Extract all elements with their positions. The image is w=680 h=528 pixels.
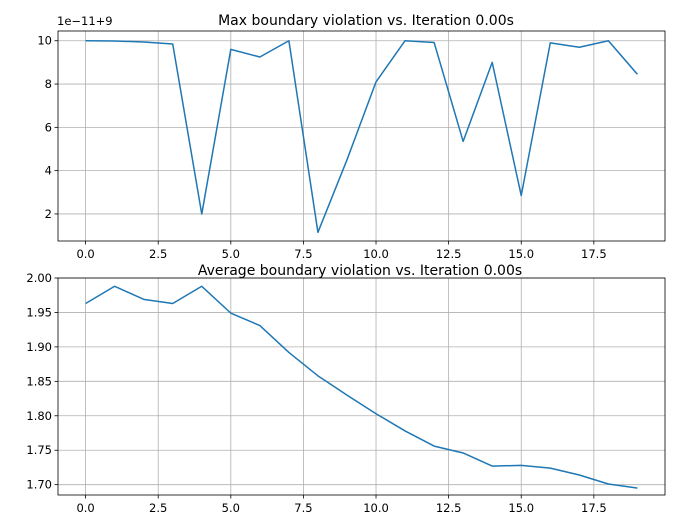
average-violation-y-tick-label: 2.00: [26, 271, 52, 285]
y-offset-label: 1e−11+9: [57, 14, 113, 28]
average-violation-x-tick-label: 5.0: [222, 501, 240, 515]
average-violation-x-tick-label: 0.0: [76, 501, 94, 515]
max-violation-y-tick-label: 10: [37, 34, 52, 48]
average-violation-axes-frame: [57, 277, 666, 496]
average-violation-grid: [58, 277, 665, 495]
average-violation-x-tick-label: 15.0: [508, 501, 534, 515]
average-violation-x-tick-label: 7.5: [294, 501, 312, 515]
average-violation-y-tick-label: 1.75: [26, 443, 52, 457]
max-violation-x-tick-label: 17.5: [581, 247, 607, 261]
max-violation-x-tick-label: 12.5: [436, 247, 462, 261]
max-violation-x-tick-label: 0.0: [76, 247, 94, 261]
max-violation-y-tick-label: 2: [45, 207, 52, 221]
average-violation-y-tick-label: 1.95: [26, 305, 52, 319]
max-violation-series-line: [85, 39, 638, 234]
max-violation-axes-frame: [57, 30, 666, 242]
average-violation-ticks: 0.0 2.5 5.0 7.5 10.0 12.5 15.0 17.5 1.70 1.75 1.80…: [26, 271, 606, 515]
max-violation-y-tick-label: 4: [45, 164, 52, 178]
average-violation-y-tick-label: 1.80: [26, 409, 52, 423]
max-violation-x-tick-label: 15.0: [508, 247, 534, 261]
average-violation-x-tick-label: 12.5: [436, 501, 462, 515]
average-violation-y-tick-label: 1.90: [26, 340, 52, 354]
max-violation-ticks: 0.0 2.5 5.0 7.5 10.0 12.5 15.0 17.5 2 4 6 8 10: [37, 34, 606, 261]
max-violation-x-tick-label: 7.5: [294, 247, 312, 261]
max-violation-y-tick-label: 8: [45, 77, 52, 91]
max-violation-subplot: Max boundary violation vs. Iteration 0.0…: [37, 13, 666, 261]
max-violation-grid: [58, 31, 665, 241]
average-violation-x-tick-label: 17.5: [581, 501, 607, 515]
max-violation-x-tick-label: 2.5: [149, 247, 167, 261]
average-violation-subplot: Average boundary violation vs. Iteration…: [26, 263, 666, 515]
average-violation-x-tick-label: 2.5: [149, 501, 167, 515]
max-violation-x-tick-label: 5.0: [222, 247, 240, 261]
max-violation-x-tick-label: 10.0: [363, 247, 389, 261]
average-violation-series-line: [85, 285, 638, 489]
average-violation-x-tick-label: 10.0: [363, 501, 389, 515]
average-violation-y-tick-label: 1.85: [26, 374, 52, 388]
average-violation-y-tick-label: 1.70: [26, 478, 52, 492]
max-violation-y-tick-label: 6: [45, 120, 52, 134]
average-violation-title: Average boundary violation vs. Iteration…: [198, 263, 522, 279]
max-violation-title: Max boundary violation vs. Iteration 0.0…: [218, 13, 514, 29]
